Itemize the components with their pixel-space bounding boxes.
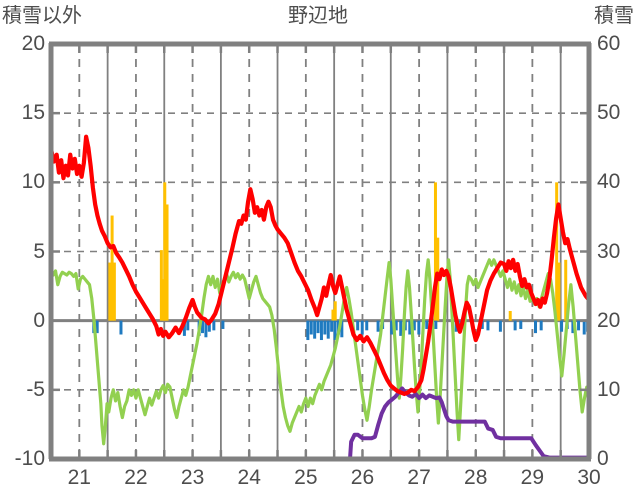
bar-series-wind [92, 320, 590, 341]
bar-wind [309, 320, 313, 335]
y-axis-tick-label: -10 [14, 447, 45, 470]
bar-wind [399, 320, 403, 336]
bar-wind [394, 320, 398, 331]
x-axis-tick-label: 21 [67, 466, 91, 489]
bar-wind [340, 320, 344, 338]
bar-wind [571, 320, 575, 334]
bar-wind [207, 320, 211, 332]
bar-wind [577, 320, 581, 331]
bar-wind [480, 320, 484, 329]
bar-wind [319, 320, 323, 341]
bar-precipitation [165, 204, 169, 321]
bar-precipitation [108, 262, 112, 321]
y-axis-tick-label: 15 [21, 101, 45, 125]
bar-wind [313, 320, 317, 339]
bar-wind [306, 320, 310, 341]
bar-wind [360, 320, 364, 335]
bar-wind [330, 320, 334, 332]
y-axis-tick-label: 20 [21, 32, 45, 55]
bar-wind [95, 320, 99, 334]
x-axis-tick-label: 23 [180, 466, 205, 489]
bar-precipitation [508, 310, 512, 321]
bar-wind [186, 320, 190, 331]
bar-wind [376, 320, 380, 332]
x-axis-tick-label: 22 [124, 466, 148, 489]
x-axis-tick-label: 26 [350, 466, 375, 489]
bar-wind [498, 320, 502, 332]
x-axis-tick-label: 28 [464, 466, 488, 489]
x-axis-tick-label: 25 [294, 466, 318, 489]
y2-axis-tick-label: 0 [597, 447, 609, 470]
bar-wind [221, 320, 225, 329]
bar-precipitation [159, 250, 163, 321]
bar-precipitation [557, 262, 561, 321]
bar-precipitation [163, 182, 167, 321]
bar-wind [390, 320, 394, 335]
right-axis-title: 積雪 [594, 5, 634, 27]
bar-wind [560, 320, 564, 332]
y-axis-tick-label: 0 [33, 308, 45, 332]
bar-wind [182, 320, 186, 336]
bar-wind [513, 320, 517, 331]
left-axis-title: 積雪以外 [2, 5, 82, 27]
bar-wind [365, 320, 369, 331]
bar-wind [486, 320, 490, 331]
bar-wind [519, 320, 523, 329]
x-axis-tick-label: 24 [237, 466, 261, 489]
bar-wind [119, 320, 123, 335]
bar-precipitation [333, 301, 337, 321]
x-axis-tick-label: 29 [520, 466, 545, 489]
x-axis-tick-label: 27 [407, 466, 431, 489]
series-line-humidity [49, 258, 590, 446]
y-axis-tick-label: 5 [33, 239, 45, 263]
bar-wind [316, 320, 320, 334]
y2-axis-tick-label: 50 [597, 101, 621, 125]
bar-wind [539, 320, 543, 331]
bar-series-precipitation [108, 182, 568, 321]
bar-wind [412, 320, 416, 331]
bar-wind [204, 320, 208, 338]
bar-wind [582, 320, 586, 335]
y-axis-tick-label: 10 [21, 170, 45, 194]
x-axis-tick-label: 30 [577, 466, 601, 489]
bar-wind [408, 320, 412, 335]
bar-precipitation [112, 262, 116, 321]
bar-wind [333, 320, 337, 341]
bar-wind [534, 320, 538, 334]
bar-wind [201, 320, 205, 334]
bar-precipitation [555, 182, 559, 321]
series-line-temperature [48, 134, 590, 397]
y2-axis-tick-label: 10 [597, 377, 621, 401]
y2-axis-tick-label: 30 [597, 239, 621, 263]
y2-axis-tick-label: 20 [597, 308, 621, 332]
bar-wind [356, 320, 360, 331]
bar-precipitation [110, 215, 114, 321]
bar-wind [425, 320, 429, 329]
bar-wind [323, 320, 327, 335]
y2-axis-tick-label: 40 [597, 170, 621, 194]
y2-axis-tick-label: 60 [597, 32, 621, 55]
bar-precipitation [433, 182, 437, 321]
y-axis-tick-label: -5 [26, 377, 45, 401]
bar-wind [417, 320, 421, 335]
bar-wind [326, 320, 330, 339]
page-title: 野辺地 [288, 5, 348, 27]
bar-precipitation [331, 309, 335, 321]
bar-precipitation [564, 259, 568, 321]
series-line-snow_depth [49, 386, 590, 461]
bar-wind [212, 320, 216, 331]
bar-wind [434, 320, 438, 329]
